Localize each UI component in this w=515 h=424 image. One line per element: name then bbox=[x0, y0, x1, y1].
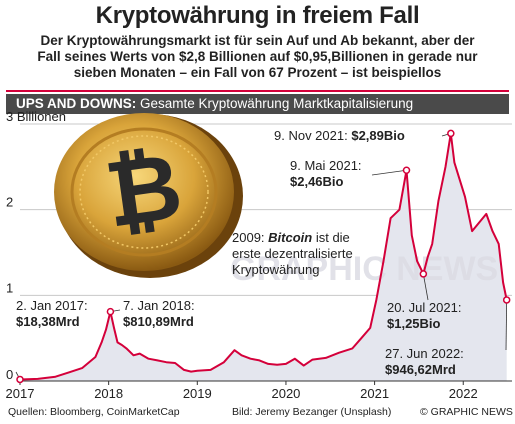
annotation-point bbox=[419, 270, 428, 278]
page-title: Kryptowährung in freiem Fall bbox=[95, 2, 420, 29]
annotation-point bbox=[447, 129, 455, 138]
annotation-leader bbox=[422, 273, 429, 301]
svg-text:₿: ₿ bbox=[99, 132, 188, 248]
x-axis-ticks: 2017 2018 2019 2020 2021 2022 bbox=[6, 381, 478, 401]
sources: Quellen: Bloomberg, CoinMarketCap bbox=[8, 406, 180, 418]
y-tick-label: 2 bbox=[6, 195, 13, 210]
subtitle-line-3: sieben Monaten – ein Fall von 67 Prozent… bbox=[73, 65, 442, 80]
y-tick-zero: 0 bbox=[6, 367, 13, 382]
annotation-leader bbox=[371, 169, 407, 176]
y-axis-ticks: 1 2 3 Billionen 0 bbox=[6, 109, 66, 382]
banner-text: Gesamte Kryptowährung Marktkapitalisieru… bbox=[136, 96, 414, 111]
watermark: GRAPHIC NEWS bbox=[230, 250, 498, 288]
x-tick-label: 2017 bbox=[6, 386, 35, 401]
annotation-jun-2022: 27. Jun 2022: $946,62Mrd bbox=[385, 346, 464, 377]
annotation-jul-2021: 20. Jul 2021: $1,25Bio bbox=[387, 300, 462, 331]
banner-bold: UPS AND DOWNS: bbox=[16, 96, 137, 111]
bitcoin-note: 2009: Bitcoin ist die erste dezentralisi… bbox=[232, 230, 353, 278]
annotation-point bbox=[502, 296, 511, 304]
accent-rule bbox=[6, 90, 509, 92]
bitcoin-note-line-1: 2009: Bitcoin ist die bbox=[232, 230, 350, 245]
subtitle-line-1: Der Kryptowährungsmarkt ist für sein Auf… bbox=[40, 33, 475, 48]
bitcoin-note-line-2: erste dezentralisierte bbox=[232, 246, 353, 261]
chart-banner: UPS AND DOWNS: Gesamte Kryptowährung Mar… bbox=[6, 94, 509, 114]
subtitle-line-2: Fall seines Werts von $2,8 Billionen auf… bbox=[37, 49, 478, 64]
y-unit-label: 3 Billionen bbox=[6, 109, 66, 124]
market-cap-line bbox=[19, 132, 508, 381]
subtitle: Der Kryptowährungsmarkt ist für sein Auf… bbox=[10, 33, 505, 81]
image-credit: Bild: Jeremy Bezanger (Unsplash) bbox=[232, 406, 392, 418]
annotation-leader bbox=[505, 299, 508, 351]
annotation-point bbox=[106, 307, 115, 316]
bitcoin-note-line-3: Kryptowährung bbox=[232, 262, 320, 277]
annotation-jan-2018: 7. Jan 2018: $810,89Mrd bbox=[123, 298, 195, 329]
x-tick-label: 2022 bbox=[449, 386, 478, 401]
copyright: © GRAPHIC NEWS bbox=[420, 406, 513, 418]
annotation-jan-2017: 2. Jan 2017: $18,38Mrd bbox=[16, 298, 88, 329]
annotation-nov-2021: 9. Nov 2021: $2,89Bio bbox=[274, 128, 405, 143]
x-tick-label: 2019 bbox=[183, 386, 212, 401]
y-tick-label: 1 bbox=[6, 280, 13, 295]
x-tick-label: 2020 bbox=[271, 386, 300, 401]
market-cap-area bbox=[20, 133, 507, 381]
x-tick-label: 2018 bbox=[94, 386, 123, 401]
annotation-point bbox=[16, 375, 24, 384]
annotation-markers bbox=[15, 129, 511, 384]
annotation-may-2021: 9. Mai 2021: $2,46Bio bbox=[290, 158, 362, 189]
annotation-point bbox=[402, 166, 411, 175]
x-tick-label: 2021 bbox=[360, 386, 389, 401]
bitcoin-coin-illustration: ₿ bbox=[54, 113, 243, 278]
